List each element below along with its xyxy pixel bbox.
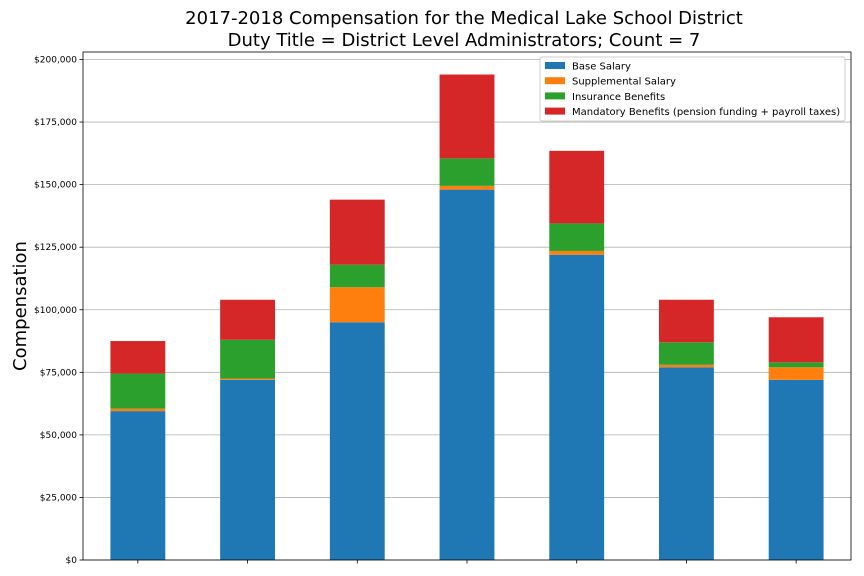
y-tick-label: $0 [66,556,78,566]
bar-segment [220,339,275,379]
y-axis-label: Compensation [10,241,31,371]
legend-box [539,56,846,122]
legend-label: Mandatory Benefits (pension funding + pa… [572,107,840,118]
bar-segment [659,299,714,343]
x-axis-ticks [137,560,797,564]
y-tick-label: $100,000 [34,306,77,316]
y-axis-ticks: $0 $25,000 $50,000 $75,000 $100,000 $125,000 $… [34,56,83,566]
legend-label: Base Salary [572,62,631,73]
bar-segment [549,250,605,255]
legend-swatch [545,77,565,85]
bar-segment [110,411,166,560]
y-tick-label: $75,000 [40,368,77,378]
y-tick-label: $125,000 [34,243,77,253]
y-tick-label: $200,000 [34,56,77,66]
legend-label: Insurance Benefits [572,92,665,103]
legend: Base Salary Supplemental Salary Insurance … [539,56,846,122]
y-tick-label: $150,000 [34,181,77,191]
bar-segment [220,379,275,560]
bar-segment [549,150,605,224]
bar-segment [439,185,495,190]
bar-segment [659,364,714,368]
bar-segment [768,362,824,368]
y-tick-label: $175,000 [34,118,77,128]
bar-segment [549,254,605,560]
bar-segment [439,74,495,159]
bar-segment [329,264,385,288]
bars [110,74,824,560]
bar-segment [329,322,385,560]
y-tick-label: $50,000 [40,431,77,441]
y-tick-label: $25,000 [40,493,77,503]
legend-swatch [545,62,565,69]
legend-swatch [545,92,565,100]
bar-segment [110,373,166,409]
legend-swatch [545,107,565,115]
bar-segment [659,367,714,560]
bar-segment [439,189,495,560]
bar-segment [768,367,824,380]
bar-segment [110,408,166,412]
bar-segment [549,223,605,251]
bar-segment [329,199,385,265]
chart-title: 2017-2018 Compensation for the Medical L… [185,8,743,29]
bar-segment [768,317,824,363]
bar-segment [329,287,385,323]
bar-segment [220,378,275,380]
bar-segment [659,342,714,365]
legend-label: Supplemental Salary [572,77,676,88]
bar-segment [768,379,824,560]
bar-segment [110,341,166,374]
bar-segment [439,158,495,186]
bar-segment [220,299,275,340]
chart-subtitle: Duty Title = District Level Administrato… [227,30,701,51]
